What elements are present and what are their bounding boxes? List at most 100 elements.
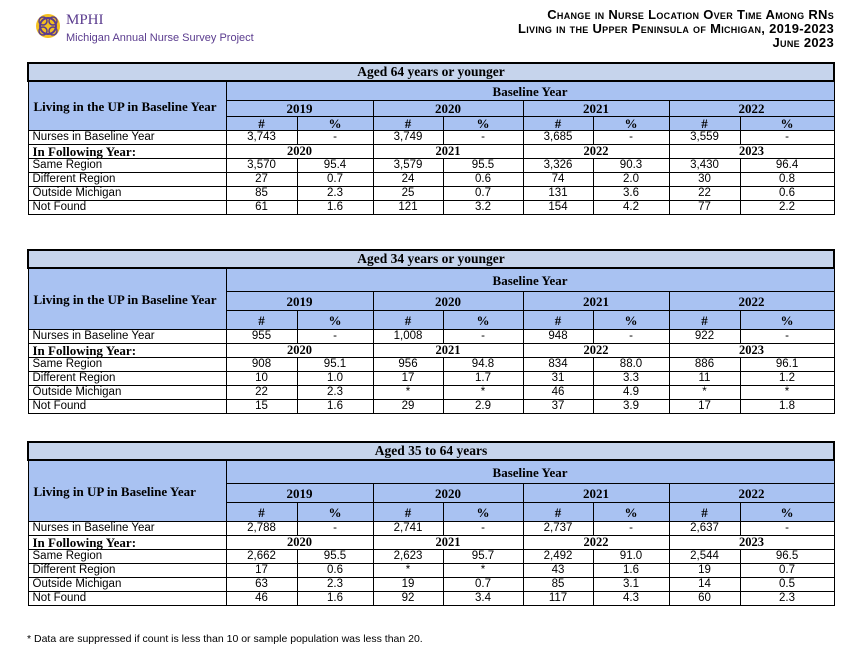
table-row: Different Region 27 0.7 24 0.6 74 2.0 30 0.8 bbox=[27, 172, 835, 187]
table-row: Nurses in Baseline Year 3,743-3,749-3,685… bbox=[27, 130, 835, 145]
row-label: Outside Michigan bbox=[27, 577, 227, 592]
percent-cell: - bbox=[592, 521, 670, 536]
count-cell: 74 bbox=[522, 172, 594, 187]
count-cell: 1,008 bbox=[372, 329, 444, 344]
section-table: Aged 64 years or younger Living in the UP… bbox=[26, 62, 836, 215]
mphi-logo-icon bbox=[36, 14, 60, 38]
table-row: Nurses in Baseline Year 2,788-2,741-2,737… bbox=[27, 521, 835, 536]
count-cell: 24 bbox=[372, 172, 444, 187]
count-cell: 46 bbox=[522, 385, 594, 400]
percent-cell: - bbox=[739, 329, 835, 344]
count-column-header: # bbox=[668, 116, 741, 131]
count-column-header: # bbox=[668, 502, 741, 522]
percent-cell: 0.6 bbox=[442, 172, 524, 187]
percent-cell: 0.5 bbox=[739, 577, 835, 592]
percent-cell: 2.3 bbox=[296, 577, 374, 592]
count-cell: 27 bbox=[225, 172, 298, 187]
count-cell: 22 bbox=[225, 385, 298, 400]
row-label: Not Found bbox=[27, 591, 227, 606]
percent-cell: 1.6 bbox=[296, 200, 374, 215]
percent-column-header: % bbox=[296, 502, 374, 522]
percent-cell: 2.3 bbox=[739, 591, 835, 606]
logo-subtitle: Michigan Annual Nurse Survey Project bbox=[66, 32, 254, 44]
baseline-year-label: 2020 bbox=[372, 100, 524, 117]
table-row: Not Found 61 1.6 121 3.2 154 4.2 77 2.2 bbox=[27, 200, 835, 215]
percent-cell: - bbox=[296, 329, 374, 344]
count-cell: 3,579 bbox=[372, 158, 444, 173]
baseline-year-header: Baseline Year bbox=[225, 80, 835, 101]
count-cell: 2,492 bbox=[522, 549, 594, 564]
count-cell: 37 bbox=[522, 399, 594, 414]
count-cell: 77 bbox=[668, 200, 741, 215]
count-cell: 3,430 bbox=[668, 158, 741, 173]
title-line-1: Change in Nurse Location Over Time Among… bbox=[547, 7, 834, 22]
table-row: Same Region 3,570 95.4 3,579 95.5 3,326 90.3 3,… bbox=[27, 158, 835, 173]
section-table: Aged 35 to 64 years Living in UP in Basel… bbox=[26, 441, 836, 606]
percent-cell: 3.1 bbox=[592, 577, 670, 592]
count-column-header: # bbox=[522, 310, 594, 330]
row-label: Outside Michigan bbox=[27, 186, 227, 201]
count-cell: 3,570 bbox=[225, 158, 298, 173]
following-year: 2023 bbox=[668, 343, 835, 358]
title-line-3: June 2023 bbox=[772, 35, 834, 50]
count-cell: 3,749 bbox=[372, 130, 444, 145]
baseline-year-header: Baseline Year bbox=[225, 267, 835, 292]
count-cell: 60 bbox=[668, 591, 741, 606]
percent-cell: 0.6 bbox=[739, 186, 835, 201]
report-title: Change in Nurse Location Over Time Among… bbox=[518, 8, 834, 50]
percent-cell: 3.4 bbox=[442, 591, 524, 606]
percent-column-header: % bbox=[592, 310, 670, 330]
table-row: Nurses in Baseline Year 955-1,008-948-922… bbox=[27, 329, 835, 344]
count-cell: 46 bbox=[225, 591, 298, 606]
count-column-header: # bbox=[668, 310, 741, 330]
percent-cell: 96.5 bbox=[739, 549, 835, 564]
percent-cell: * bbox=[739, 385, 835, 400]
percent-cell: 0.7 bbox=[296, 172, 374, 187]
percent-cell: 2.2 bbox=[739, 200, 835, 215]
percent-cell: 95.1 bbox=[296, 357, 374, 372]
count-cell: 14 bbox=[668, 577, 741, 592]
percent-cell: 4.2 bbox=[592, 200, 670, 215]
count-cell: 22 bbox=[668, 186, 741, 201]
count-column-header: # bbox=[522, 116, 594, 131]
following-year-label: In Following Year: bbox=[27, 535, 227, 550]
count-cell: 2,623 bbox=[372, 549, 444, 564]
percent-cell: 0.6 bbox=[296, 563, 374, 578]
percent-cell: 90.3 bbox=[592, 158, 670, 173]
count-cell: 85 bbox=[522, 577, 594, 592]
count-cell: 956 bbox=[372, 357, 444, 372]
percent-cell: 1.6 bbox=[296, 399, 374, 414]
following-year: 2023 bbox=[668, 144, 835, 159]
baseline-year-label: 2019 bbox=[225, 291, 374, 311]
baseline-year-label: 2020 bbox=[372, 291, 524, 311]
footnote: * Data are suppressed if count is less t… bbox=[27, 633, 423, 645]
percent-cell: - bbox=[442, 130, 524, 145]
count-cell: 17 bbox=[372, 371, 444, 386]
count-cell: 31 bbox=[522, 371, 594, 386]
row-label: Different Region bbox=[27, 172, 227, 187]
percent-cell: 96.4 bbox=[739, 158, 835, 173]
percent-cell: 0.8 bbox=[739, 172, 835, 187]
percent-cell: 1.8 bbox=[739, 399, 835, 414]
count-cell: 17 bbox=[225, 563, 298, 578]
count-cell: 886 bbox=[668, 357, 741, 372]
count-cell: 908 bbox=[225, 357, 298, 372]
logo-name: MPHI bbox=[66, 12, 104, 28]
percent-cell: 95.4 bbox=[296, 158, 374, 173]
count-cell: 43 bbox=[522, 563, 594, 578]
percent-cell: 4.9 bbox=[592, 385, 670, 400]
table-row: Same Region 908 95.1 956 94.8 834 88.0 886 96.1 bbox=[27, 357, 835, 372]
baseline-year-label: 2019 bbox=[225, 483, 374, 503]
count-cell: 3,743 bbox=[225, 130, 298, 145]
count-cell: 154 bbox=[522, 200, 594, 215]
percent-cell: - bbox=[296, 521, 374, 536]
count-cell: 948 bbox=[522, 329, 594, 344]
percent-cell: 3.3 bbox=[592, 371, 670, 386]
percent-cell: 1.2 bbox=[739, 371, 835, 386]
count-cell: 834 bbox=[522, 357, 594, 372]
percent-cell: 0.7 bbox=[739, 563, 835, 578]
count-cell: 19 bbox=[668, 563, 741, 578]
percent-cell: 95.5 bbox=[442, 158, 524, 173]
count-column-header: # bbox=[372, 502, 444, 522]
row-label: Nurses in Baseline Year bbox=[27, 521, 227, 536]
